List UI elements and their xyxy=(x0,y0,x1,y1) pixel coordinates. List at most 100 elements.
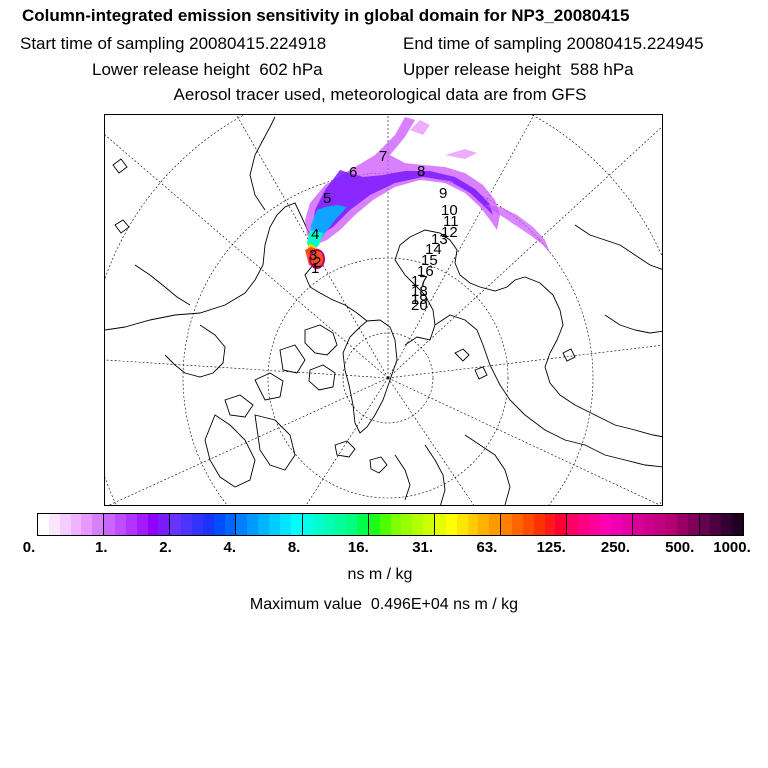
max-units: ns m / kg xyxy=(453,596,519,613)
colorbar-segment xyxy=(511,514,523,535)
colorbar-tick-label: 31. xyxy=(412,539,434,556)
trajectory-label: 9 xyxy=(439,185,447,202)
colorbar-segment xyxy=(335,514,347,535)
colorbar-segment xyxy=(147,514,159,535)
colorbar-segment xyxy=(533,514,545,535)
colorbar-segment xyxy=(401,514,413,535)
colorbar-segment xyxy=(70,514,82,535)
colorbar-segment xyxy=(59,514,71,535)
colorbar-segment xyxy=(633,514,645,535)
colorbar-segment xyxy=(610,514,622,535)
sensitivity-plume xyxy=(305,117,550,269)
colorbar-segment xyxy=(158,514,171,535)
colorbar-segment xyxy=(192,514,203,535)
colorbar-segment xyxy=(665,514,677,535)
end-time-line: End time of sampling 20080415.224945 xyxy=(403,34,704,54)
maximum-value-line: Maximum value 0.496E+04 ns m / kg xyxy=(0,596,768,614)
colorbar-segment xyxy=(434,514,446,535)
colorbar-segment xyxy=(290,514,303,535)
colorbar-segment xyxy=(478,514,490,535)
trajectory-label: 8 xyxy=(417,163,425,180)
trajectory-label: 10 xyxy=(441,202,458,219)
colorbar-segment xyxy=(104,514,116,535)
end-time-label: End time of sampling xyxy=(403,34,562,53)
max-value: 0.496E+04 xyxy=(370,596,449,613)
upper-release-label: Upper release height xyxy=(403,60,561,79)
trajectory-labels: 1 2 3 4 5 6 7 8 9 10 11 12 13 14 15 16 1… xyxy=(309,148,459,314)
trajectory-label: 14 xyxy=(425,241,442,258)
colorbar-segment xyxy=(501,514,512,535)
colorbar-tick-label: 125. xyxy=(536,539,566,556)
colorbar-segment xyxy=(356,514,369,535)
colorbar-segment xyxy=(247,514,259,535)
map-canvas: 1 2 3 4 5 6 7 8 9 10 11 12 13 14 15 16 1… xyxy=(105,115,662,505)
colorbar-segment xyxy=(92,514,105,535)
colorbar-segment xyxy=(644,514,656,535)
colorbar-segment xyxy=(676,514,688,535)
colorbar-segment xyxy=(687,514,700,535)
lower-release-label: Lower release height xyxy=(92,60,250,79)
colorbar xyxy=(37,513,744,536)
colorbar-tick-label: 1. xyxy=(95,539,108,556)
trajectory-label: 20 xyxy=(411,297,428,314)
trajectory-label: 17 xyxy=(411,273,428,290)
polar-map: 1 2 3 4 5 6 7 8 9 10 11 12 13 14 15 16 1… xyxy=(104,114,663,506)
colorbar-segment xyxy=(621,514,634,535)
trajectory-label: 4 xyxy=(311,226,319,243)
aerosol-note: Aerosol tracer used, meteorological data… xyxy=(173,85,587,104)
colorbar-segment xyxy=(125,514,137,535)
trajectory-label: 19 xyxy=(411,291,428,308)
trajectory-label: 12 xyxy=(441,224,458,241)
colorbar-segment xyxy=(599,514,611,535)
colorbar-segment xyxy=(379,514,391,535)
colorbar-tick-label: 500. xyxy=(665,539,695,556)
colorbar-segment xyxy=(544,514,556,535)
colorbar-segment xyxy=(588,514,600,535)
colorbar-segment xyxy=(279,514,291,535)
colorbar-segment xyxy=(136,514,148,535)
colorbar-tick-label: 16. xyxy=(347,539,369,556)
start-time-value: 20080415.224918 xyxy=(189,34,327,53)
colorbar-segment xyxy=(115,514,126,535)
colorbar-segment xyxy=(213,514,225,535)
colorbar-segment xyxy=(555,514,568,535)
colorbar-segment xyxy=(710,514,722,535)
end-time-value: 20080415.224945 xyxy=(566,34,704,53)
colorbar-segment xyxy=(38,514,49,535)
colorbar-segment xyxy=(368,514,380,535)
upper-release-line: Upper release height 588 hPa xyxy=(403,60,634,80)
trajectory-label: 16 xyxy=(417,263,434,280)
colorbar-tick-label: 8. xyxy=(287,539,301,556)
colorbar-segment xyxy=(258,514,270,535)
colorbar-segment xyxy=(522,514,534,535)
lower-release-line: Lower release height 602 hPa xyxy=(92,60,323,80)
colorbar-tick-label: 4. xyxy=(223,539,237,556)
trajectory-label: 3 xyxy=(309,247,317,264)
colorbar-units: ns m / kg xyxy=(347,566,413,583)
colorbar-segment xyxy=(699,514,711,535)
colorbar-segment xyxy=(181,514,193,535)
colorbar-segment xyxy=(467,514,479,535)
trajectory-label: 15 xyxy=(421,252,438,269)
start-time-label: Start time of sampling xyxy=(20,34,185,53)
colorbar-segment xyxy=(236,514,248,535)
max-label: Maximum value xyxy=(249,596,362,613)
meridian-lines xyxy=(105,115,662,505)
colorbar-segment xyxy=(721,514,733,535)
trajectory-label: 18 xyxy=(411,283,428,300)
colorbar-segment xyxy=(445,514,457,535)
lower-release-value: 602 hPa xyxy=(259,60,323,79)
colorbar-tick-label: 1000. xyxy=(713,539,751,556)
colorbar-segment xyxy=(390,514,402,535)
colorbar-segment xyxy=(224,514,237,535)
colorbar-segment xyxy=(48,514,60,535)
colorbar-segment xyxy=(302,514,314,535)
colorbar-segment xyxy=(202,514,214,535)
colorbar-tick-label: 0. xyxy=(22,539,36,556)
colorbar-segment xyxy=(489,514,502,535)
trajectory-label: 6 xyxy=(349,164,357,181)
trajectory-label: 1 xyxy=(311,260,319,277)
trajectory-label: 5 xyxy=(323,190,331,207)
upper-release-value: 588 hPa xyxy=(570,60,634,79)
colorbar-segment xyxy=(412,514,424,535)
